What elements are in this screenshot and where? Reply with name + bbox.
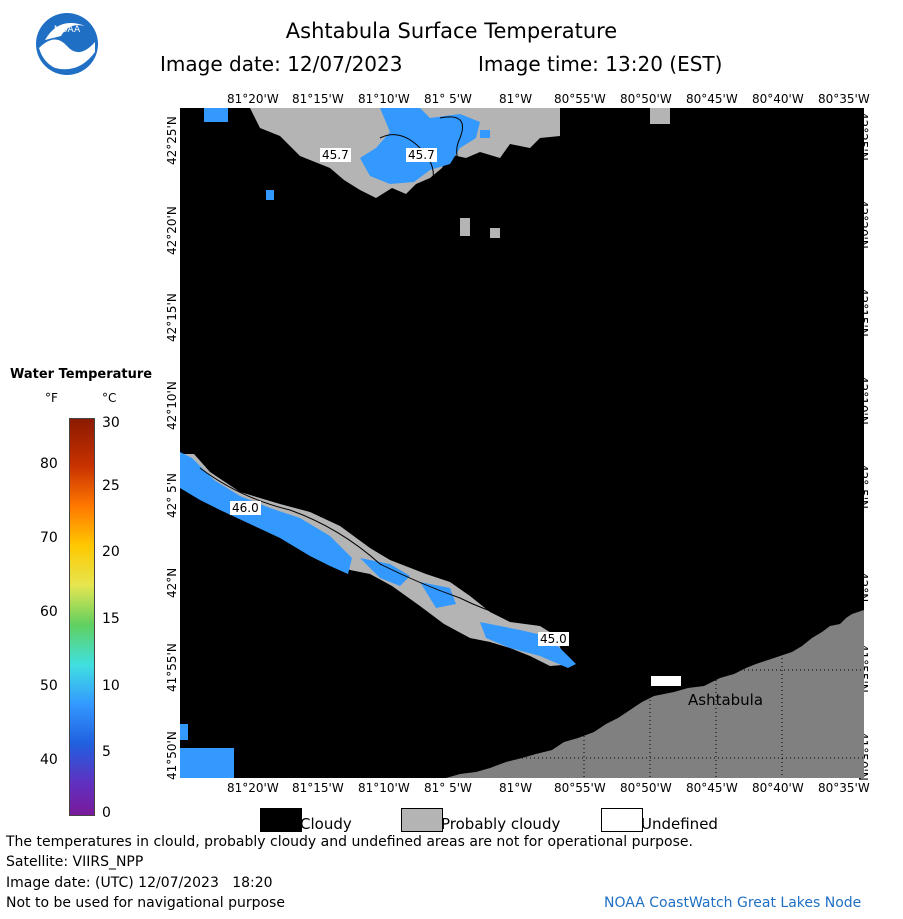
legend-f-tick: 60 [40, 604, 58, 620]
lon-label: 80°35'W [818, 92, 870, 106]
key-swatch-undefined [601, 808, 643, 832]
contour-label-3: 46.0 [230, 501, 261, 515]
logo-text: NOAA [54, 25, 81, 35]
lon-label: 81° 5'W [424, 781, 472, 795]
footer-nav-warning: Not to be used for navigational purpose [6, 895, 285, 911]
key-swatch-probably-cloudy [401, 808, 443, 832]
key-label-probably-cloudy: Probably cloudy [441, 815, 561, 833]
legend-unit-c: °C [102, 391, 117, 405]
legend-f-tick: 40 [40, 752, 58, 768]
place-label-ashtabula: Ashtabula [688, 691, 764, 709]
footer-satellite: Satellite: VIIRS_NPP [6, 854, 144, 870]
contour-label-1: 45.7 [320, 148, 351, 162]
lon-label: 81° 5'W [424, 92, 472, 106]
legend-f-tick: 80 [40, 456, 58, 472]
noaa-logo: NOAA [35, 12, 99, 76]
lon-label: 81°10'W [358, 781, 410, 795]
lon-label: 80°50'W [620, 781, 672, 795]
footer-note: The temperatures in clould, probably clo… [6, 834, 693, 850]
lon-label: 81°W [499, 92, 533, 106]
contour-label-4: 45.0 [538, 632, 569, 646]
lat-label: 41°50'N [165, 731, 179, 780]
legend-c-tick: 10 [102, 678, 120, 694]
cloud-background [180, 108, 864, 778]
lon-label: 81°10'W [358, 92, 410, 106]
grid-lines [450, 618, 864, 778]
lon-label: 80°45'W [686, 92, 738, 106]
legend-c-tick: 20 [102, 544, 120, 560]
legend-f-tick: 50 [40, 678, 58, 694]
lon-label: 80°40'W [752, 92, 804, 106]
lat-label: 42° 5'N [165, 473, 179, 518]
lon-label: 81°W [499, 781, 533, 795]
footer-credit: NOAA CoastWatch Great Lakes Node [604, 895, 862, 911]
lat-label: 42°N [165, 567, 179, 598]
lon-label: 81°15'W [292, 781, 344, 795]
lon-label: 80°55'W [554, 92, 606, 106]
lon-label: 81°20'W [227, 781, 279, 795]
legend-c-tick: 30 [102, 415, 120, 431]
lon-label: 81°15'W [292, 92, 344, 106]
legend-f-tick: 70 [40, 530, 58, 546]
lat-label: 42°25'N [165, 116, 179, 165]
image-time: Image time: 13:20 (EST) [478, 52, 723, 76]
lat-label: 42°20'N [165, 206, 179, 255]
legend-c-tick: 0 [102, 805, 111, 821]
land-area [427, 610, 864, 778]
key-label-cloudy: Cloudy [300, 815, 352, 833]
legend-unit-f: °F [45, 391, 58, 405]
lat-label: 41°55'N [165, 643, 179, 692]
legend-title: Water Temperature [10, 367, 153, 382]
lat-label: 42°15'N [165, 293, 179, 342]
footer-utc-date: Image date: (UTC) 12/07/2023 18:20 [6, 875, 273, 891]
legend-c-tick: 15 [102, 611, 120, 627]
key-label-undefined: Undefined [641, 815, 718, 833]
north-cloud-region [204, 108, 670, 238]
lon-label: 80°40'W [752, 781, 804, 795]
legend-c-tick: 25 [102, 478, 120, 494]
lon-label: 80°50'W [620, 92, 672, 106]
lon-label: 81°20'W [227, 92, 279, 106]
lat-label: 42°10'N [165, 381, 179, 430]
legend-c-tick: 5 [102, 744, 111, 760]
page-title: Ashtabula Surface Temperature [285, 19, 618, 43]
undefined-area [651, 676, 681, 686]
contour-label-2: 45.7 [406, 148, 437, 162]
temperature-map: 45.7 45.7 46.0 45.0 [180, 108, 864, 778]
color-bar [69, 418, 95, 816]
image-date: Image date: 12/07/2023 [160, 52, 403, 76]
lon-label: 80°35'W [818, 781, 870, 795]
lon-label: 80°55'W [554, 781, 606, 795]
key-swatch-cloudy [260, 808, 302, 832]
lon-label: 80°45'W [686, 781, 738, 795]
